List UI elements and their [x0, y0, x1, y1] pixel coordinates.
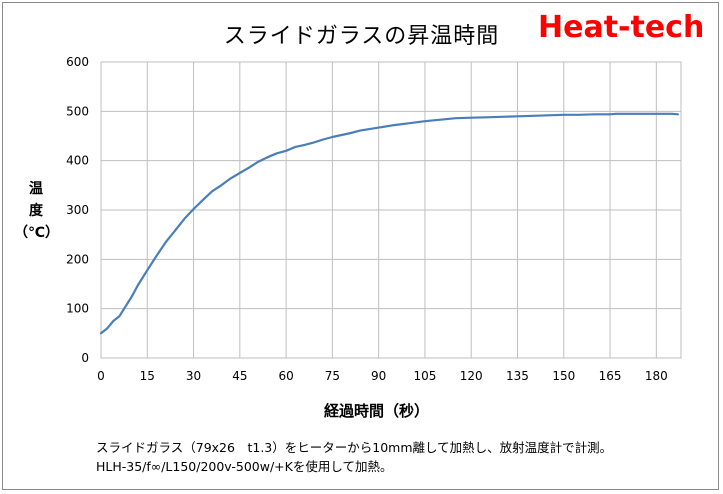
x-tick-label: 30 — [186, 369, 201, 383]
y-tick-label: 0 — [81, 351, 89, 365]
y-tick-label: 200 — [66, 252, 89, 266]
x-tick-label: 75 — [325, 369, 340, 383]
series-line — [99, 112, 680, 335]
y-tick-label: 100 — [66, 302, 89, 316]
x-tick-label: 120 — [460, 369, 483, 383]
y-tick-label: 500 — [66, 104, 89, 118]
y-axis-label-line-2: 度 — [29, 203, 43, 219]
y-axis-label: 温 度 （℃） — [14, 178, 59, 244]
x-tick-label: 165 — [599, 369, 622, 383]
x-tick-label: 15 — [140, 369, 155, 383]
y-tick-label: 400 — [66, 154, 89, 168]
x-axis-label: 経過時間（秒） — [323, 402, 429, 420]
x-tick-label: 90 — [371, 369, 386, 383]
y-tick-label: 600 — [66, 55, 89, 69]
chart-title: スライドガラスの昇温時間 — [223, 24, 500, 49]
x-tick-label: 135 — [506, 369, 529, 383]
y-axis-label-line-1: 温 — [29, 181, 43, 197]
x-tick-label: 150 — [552, 369, 575, 383]
brand-logo: Heat-tech — [538, 10, 705, 45]
note-line-2: HLH-35/f∞/L150/200v-500w/+Kを使用して加熱。 — [96, 459, 393, 474]
note-line-1: スライドガラス（79x26 t1.3）をヒーターから10mm離して加熱し、放射温… — [96, 440, 613, 455]
x-tick-label: 60 — [278, 369, 293, 383]
y-tick-label: 300 — [66, 203, 89, 217]
chart-frame — [2, 2, 719, 490]
x-tick-label: 180 — [645, 369, 668, 383]
x-tick-label: 45 — [232, 369, 247, 383]
measurement-note: スライドガラス（79x26 t1.3）をヒーターから10mm離して加熱し、放射温… — [96, 438, 612, 476]
x-tick-label: 105 — [413, 369, 436, 383]
x-tick-label: 0 — [97, 369, 105, 383]
y-axis-label-line-3: （℃） — [14, 225, 59, 241]
